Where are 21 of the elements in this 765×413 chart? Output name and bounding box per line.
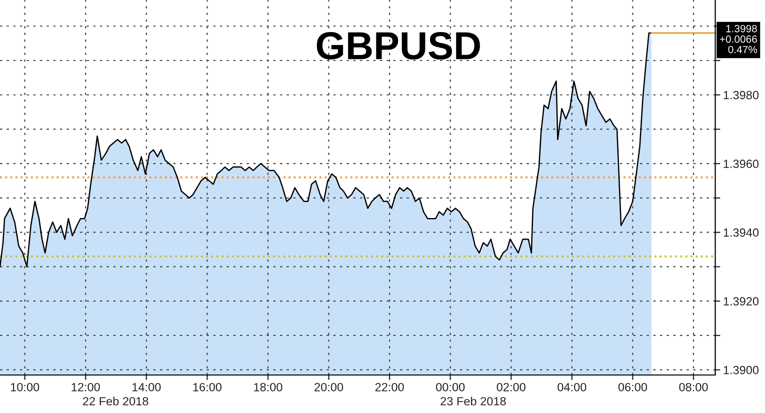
x-tick-label: 04:00	[558, 382, 586, 392]
x-tick-label: 20:00	[314, 382, 344, 392]
x-tick-label: 18:00	[254, 382, 282, 392]
x-tick-label: 02:00	[496, 382, 526, 392]
x-tick-label: 10:00	[10, 382, 40, 392]
x-tick-label: 06:00	[618, 382, 648, 392]
x-tick-label: 08:00	[679, 382, 708, 392]
annotation: 1.3998 +0.0066 0.47%	[720, 24, 758, 54]
x-tick-label: 12:00	[72, 382, 100, 392]
x-tick-label: 22:00	[375, 382, 404, 392]
text: 22 Feb 2018	[83, 396, 148, 406]
y-tick-label: 1.3940	[724, 228, 759, 237]
text: GBPUSD	[316, 32, 480, 60]
y-tick-label: 1.3980	[724, 90, 759, 100]
text: 23 Feb 2018	[440, 396, 506, 406]
x-tick-label: 00:00	[436, 382, 465, 392]
y-tick-label: 1.3960	[724, 160, 759, 168]
x-tick-label: 14:00	[132, 382, 161, 392]
y-tick-label: 1.3920	[724, 297, 759, 306]
y-tick-label: 1.3900	[724, 366, 759, 374]
x-tick-label: 16:00	[193, 382, 222, 392]
